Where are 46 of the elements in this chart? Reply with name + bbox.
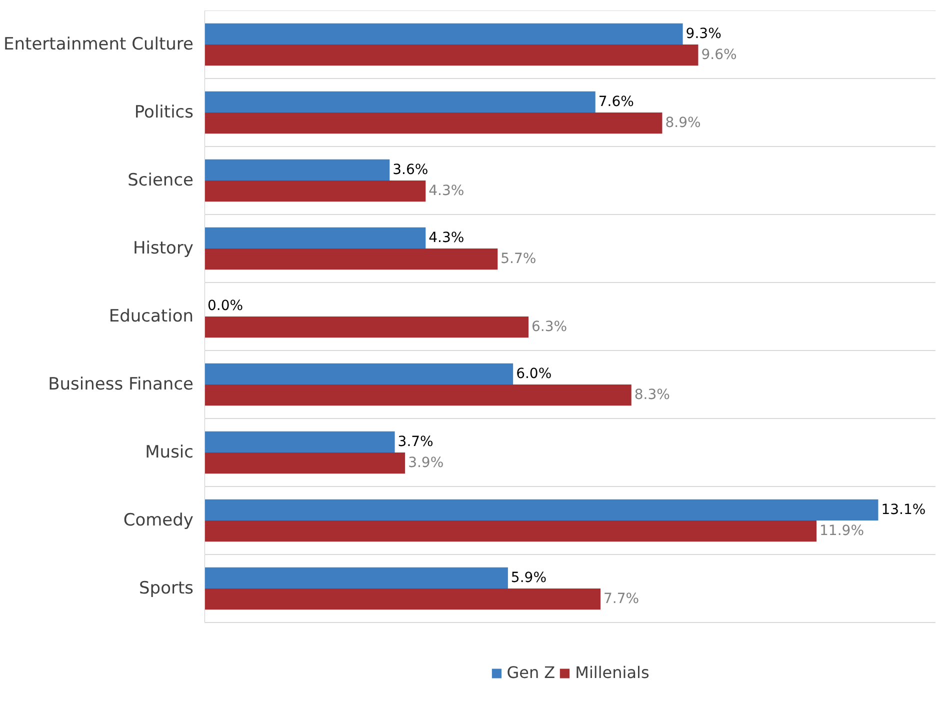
bar — [204, 112, 662, 134]
bar — [204, 159, 390, 180]
data-label: 3.6% — [392, 162, 428, 178]
bar — [204, 567, 508, 588]
data-label: 3.7% — [398, 434, 434, 450]
bar — [204, 248, 498, 270]
data-label: 7.6% — [598, 94, 634, 110]
data-label: 7.7% — [604, 591, 640, 608]
bar — [204, 452, 406, 474]
bar — [204, 44, 698, 66]
data-label: 5.7% — [500, 251, 536, 268]
legend-label: Millenials — [575, 663, 650, 682]
data-label: 5.9% — [510, 570, 547, 586]
data-label: 13.1% — [881, 502, 926, 518]
data-label: 6.0% — [516, 366, 552, 382]
y-tick-label: Politics — [134, 102, 194, 122]
data-label: 4.3% — [428, 183, 464, 200]
data-label: 3.9% — [408, 455, 444, 472]
bar — [204, 499, 878, 520]
bar — [204, 520, 817, 542]
data-label: 9.3% — [686, 26, 722, 42]
y-tick-label: Education — [108, 306, 194, 326]
data-label: 8.3% — [634, 387, 670, 404]
y-tick-label: Music — [145, 442, 194, 462]
data-label: 4.3% — [428, 230, 464, 246]
bar — [204, 588, 601, 610]
y-tick-label: History — [133, 238, 194, 258]
y-tick-label: Sports — [139, 578, 194, 598]
data-label: 11.9% — [820, 523, 864, 540]
y-tick-label: Entertainment Culture — [4, 34, 194, 54]
bar — [204, 91, 596, 112]
bar — [204, 227, 426, 248]
y-tick-label: Comedy — [123, 510, 194, 530]
bar — [204, 363, 514, 384]
bar — [204, 431, 395, 452]
data-label: 8.9% — [665, 115, 701, 132]
y-tick-label: Science — [128, 170, 194, 190]
data-label: 6.3% — [532, 319, 568, 336]
data-label: 9.6% — [701, 47, 737, 64]
bar — [204, 23, 683, 44]
data-label: 0.0% — [208, 298, 244, 314]
legend-label: Gen Z — [506, 663, 556, 682]
bar — [204, 316, 529, 338]
bar — [204, 384, 632, 406]
bar — [204, 180, 426, 202]
y-tick-label: Business Finance — [48, 374, 194, 394]
